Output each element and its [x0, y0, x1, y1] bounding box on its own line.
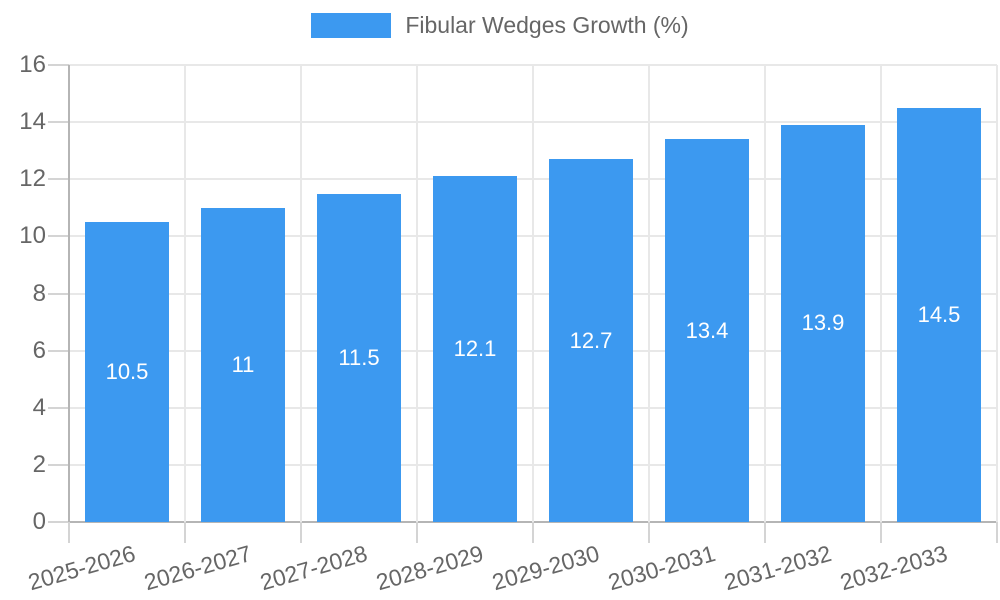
- bar: [201, 207, 285, 522]
- x-tick-label: 2029-2030: [489, 540, 603, 596]
- gridline-x: [880, 65, 882, 522]
- bar: [317, 193, 401, 522]
- y-tick-mark: [48, 292, 69, 295]
- x-tick-mark: [68, 522, 70, 543]
- gridline-x: [300, 65, 302, 522]
- bar-value-label: 11: [231, 351, 255, 377]
- gridline-x: [416, 65, 418, 522]
- bar: [781, 124, 865, 522]
- y-tick-label: 16: [19, 51, 46, 78]
- y-tick-label: 14: [19, 108, 46, 136]
- y-tick-label: 0: [32, 508, 46, 535]
- y-tick-mark: [48, 463, 69, 466]
- plot-area: 10.5 11 11.5 12.1 12.7 13.4 13.9 14.5: [69, 64, 998, 523]
- gridline-x: [532, 65, 534, 522]
- x-tick-mark: [996, 522, 998, 543]
- bar: [549, 159, 633, 522]
- y-tick-label: 6: [32, 336, 46, 364]
- bar-value-label: 11.5: [338, 344, 380, 370]
- y-tick-mark: [48, 406, 69, 409]
- legend-swatch: [311, 13, 392, 38]
- x-tick-label: 2031-2032: [721, 540, 835, 596]
- x-tick-mark: [532, 522, 534, 543]
- y-axis-line: [68, 65, 70, 522]
- x-tick-label: 2026-2027: [141, 540, 255, 596]
- bar-value-label: 12.7: [569, 327, 613, 353]
- bar-value-label: 13.4: [685, 317, 729, 343]
- bar: [433, 176, 517, 522]
- gridline-x: [764, 65, 766, 522]
- bar: [85, 222, 169, 522]
- y-tick-mark: [48, 521, 69, 523]
- x-tick-mark: [300, 522, 302, 543]
- y-tick-label: 12: [19, 165, 46, 193]
- x-tick-label: 2028-2029: [373, 540, 487, 596]
- x-tick-mark: [416, 522, 418, 543]
- y-tick-label: 10: [19, 222, 46, 250]
- x-tick-mark: [648, 522, 650, 543]
- y-tick-label: 2: [32, 450, 46, 478]
- bar-value-label: 12.1: [453, 336, 497, 362]
- x-tick-label: 2027-2028: [257, 540, 371, 596]
- x-tick-label: 2030-2031: [605, 540, 719, 596]
- y-tick-mark: [48, 64, 69, 66]
- chart-legend: Fibular Wedges Growth (%): [0, 12, 1000, 39]
- bar-value-label: 13.9: [801, 310, 845, 336]
- y-tick-mark: [48, 235, 69, 238]
- gridline-x: [184, 65, 186, 522]
- x-tick-label: 2032-2033: [837, 540, 951, 596]
- x-tick-mark: [880, 522, 882, 543]
- bar-value-label: 10.5: [105, 359, 149, 385]
- bar: [665, 139, 749, 522]
- y-tick-label: 4: [32, 393, 46, 421]
- x-tick-label: 2025-2026: [25, 540, 139, 596]
- x-tick-mark: [764, 522, 766, 543]
- y-tick-mark: [48, 121, 69, 124]
- y-tick-mark: [48, 349, 69, 352]
- y-tick-mark: [48, 178, 69, 181]
- legend-item[interactable]: Fibular Wedges Growth (%): [311, 12, 689, 39]
- bar-value-label: 14.5: [917, 301, 961, 327]
- bar: [897, 107, 981, 522]
- legend-label: Fibular Wedges Growth (%): [405, 12, 689, 38]
- gridline-x: [648, 65, 650, 522]
- y-tick-label: 8: [32, 279, 46, 307]
- gridline-x: [996, 65, 998, 522]
- x-tick-mark: [184, 522, 186, 543]
